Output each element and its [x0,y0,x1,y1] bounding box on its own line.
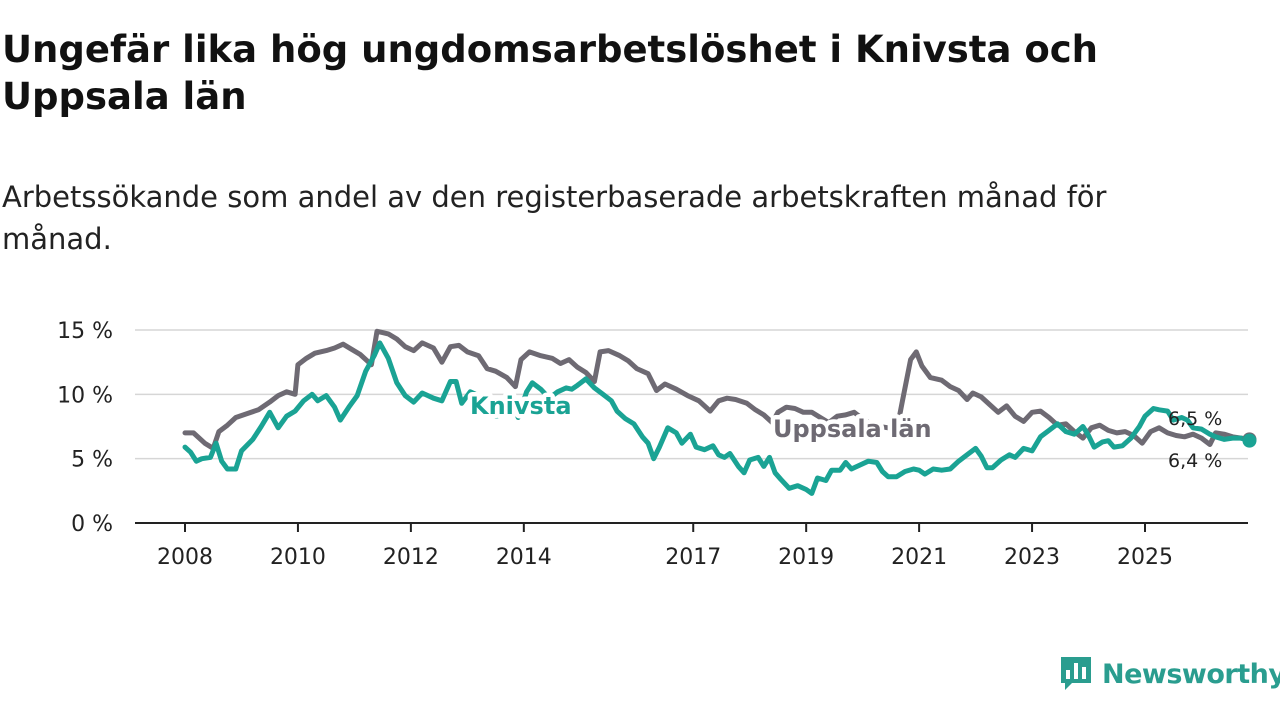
x-tick-label: 2021 [891,545,947,570]
newsworthy-logo: Newsworthy [1058,654,1280,694]
y-tick-label: 15 % [57,319,113,344]
y-axis-ticks: 0 % 5 % 10 % 15 % [57,319,113,537]
end-value-knivsta: 6,4 % [1168,450,1222,472]
y-tick-label: 5 % [71,448,113,473]
end-point-knivsta [1242,433,1257,448]
series-line-knivsta [182,340,1252,496]
chart-subtitle: Arbetssökande som andel av den registerb… [2,180,1107,256]
y-tick-label: 0 % [71,512,113,537]
x-tick-label: 2008 [157,545,213,570]
x-tick-label: 2014 [496,545,552,570]
x-tick-label: 2025 [1117,545,1173,570]
series-label-knivsta-halo: Knivsta [470,392,572,420]
series-group [182,328,1257,496]
series-label-uppsala-lan-halo: Uppsala län [773,415,932,443]
series-line-uppsala-lan [182,328,1252,451]
chart-title: Ungefär lika hög ungdomsarbetslöshet i K… [2,28,1099,118]
x-tick-label: 2017 [665,545,721,570]
series-label-knivsta: Knivsta [470,392,572,420]
gridlines [135,329,1248,524]
x-tick-label: 2023 [1004,545,1060,570]
x-tick-label: 2019 [778,545,834,570]
x-tick-label: 2012 [383,545,439,570]
y-tick-label: 10 % [57,383,113,408]
bar-chart-icon [1061,657,1091,690]
end-value-uppsala-lan: 6,5 % [1168,408,1222,430]
brand-name: Newsworthy [1102,658,1280,690]
x-tick-label: 2010 [270,545,326,570]
series-label-uppsala-lan: Uppsala län [773,415,932,443]
x-axis-ticks: 2008 2010 2012 2014 2017 2019 2021 2023 2025 [157,524,1173,570]
